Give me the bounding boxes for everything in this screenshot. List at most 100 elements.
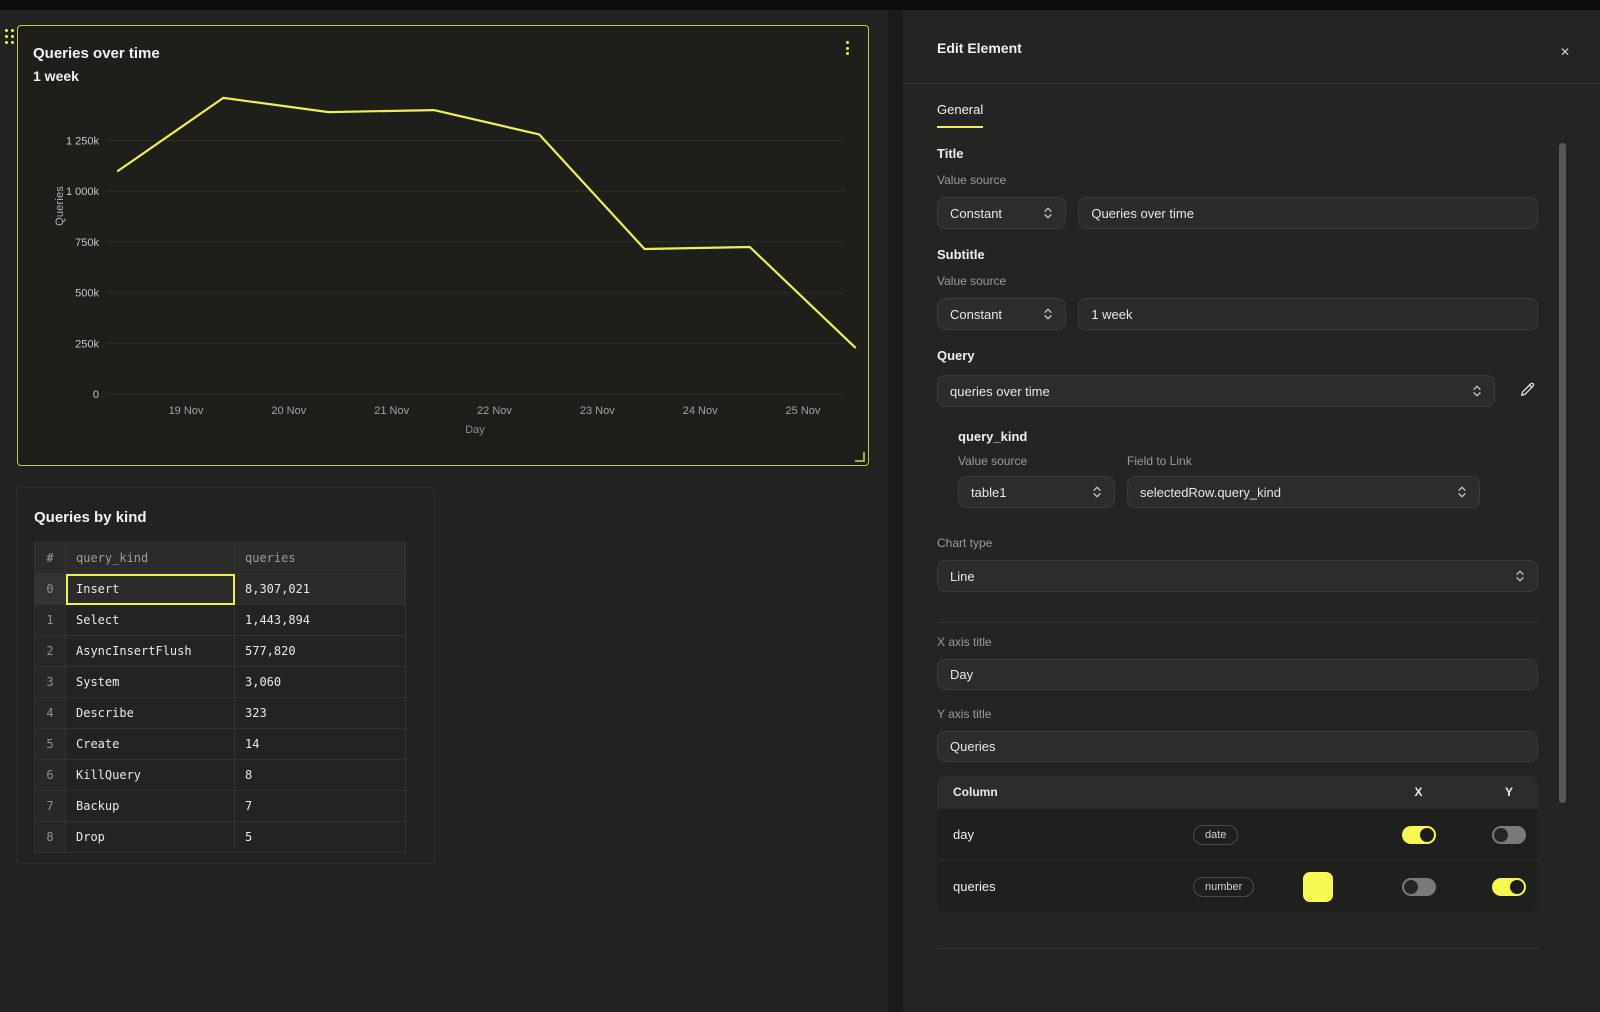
query-kind-cell[interactable]: Create	[65, 728, 235, 760]
row-index-cell[interactable]: 2	[34, 635, 66, 667]
select-chevron-icon	[1044, 308, 1053, 320]
y-axis-title-input[interactable]	[937, 731, 1538, 762]
panel-divider	[888, 10, 903, 1012]
panel-header: Edit Element	[903, 10, 1600, 84]
queries-y-toggle[interactable]	[1492, 877, 1526, 896]
query-kind-cell[interactable]: Insert	[65, 573, 235, 605]
query-kind-cell[interactable]: KillQuery	[65, 759, 235, 791]
queries-cell[interactable]: 577,820	[234, 635, 406, 667]
svg-text:23 Nov: 23 Nov	[580, 405, 615, 417]
tab-general[interactable]: General	[937, 102, 984, 128]
x-axis-title-input[interactable]	[937, 659, 1538, 690]
kind-table-column-header: #	[34, 542, 66, 574]
row-index-cell[interactable]: 8	[34, 821, 66, 853]
row-index-cell[interactable]: 3	[34, 666, 66, 698]
query-kind-cell[interactable]: Drop	[65, 821, 235, 853]
kind-table-row: 8 Drop 5	[34, 821, 406, 853]
field-to-link-select[interactable]: selectedRow.query_kind	[1127, 476, 1480, 508]
row-index-cell[interactable]: 5	[34, 728, 66, 760]
day-y-toggle[interactable]	[1492, 825, 1526, 844]
column-name: queries	[953, 879, 996, 894]
query-kind-cell[interactable]: Backup	[65, 790, 235, 822]
kind-table-row: 6 KillQuery 8	[34, 759, 406, 791]
title-source-select[interactable]: Constant	[937, 197, 1067, 229]
column-row-day: day date	[937, 808, 1538, 860]
kind-table-row: 1 Select 1,443,894	[34, 604, 406, 636]
resize-handle[interactable]	[855, 452, 865, 462]
section-divider	[937, 948, 1538, 949]
svg-text:21 Nov: 21 Nov	[374, 405, 409, 417]
svg-text:24 Nov: 24 Nov	[683, 405, 718, 417]
close-button[interactable]: ✕	[1560, 46, 1570, 58]
query-kind-value-source-label: Value source	[958, 454, 1028, 468]
queries-cell[interactable]: 1,443,894	[234, 604, 406, 636]
chart-card[interactable]: Queries over time 1 week Queries 0 250k 50…	[5, 25, 869, 466]
row-index-cell[interactable]: 7	[34, 790, 66, 822]
section-divider	[937, 622, 1538, 623]
query-kind-source-select[interactable]: table1	[958, 476, 1115, 508]
select-chevron-icon	[1516, 570, 1524, 582]
edit-query-button[interactable]	[1517, 379, 1538, 403]
panel-scrollbar[interactable]	[1559, 143, 1566, 803]
kind-table-row: 5 Create 14	[34, 728, 406, 760]
svg-text:25 Nov: 25 Nov	[786, 405, 821, 417]
close-icon: ✕	[1559, 45, 1570, 59]
panel-title: Edit Element	[937, 40, 1022, 56]
row-index-cell[interactable]: 1	[34, 604, 66, 636]
edit-panel: ✕ Edit Element General Title Value sourc…	[903, 10, 1600, 1012]
queries-cell[interactable]: 5	[234, 821, 406, 853]
queries-cell[interactable]: 8	[234, 759, 406, 791]
svg-text:500k: 500k	[75, 288, 99, 300]
query-kind-cell[interactable]: Describe	[65, 697, 235, 729]
type-badge: number	[1193, 876, 1255, 897]
query-kind-cell[interactable]: System	[65, 666, 235, 698]
row-index-cell[interactable]: 6	[34, 759, 66, 791]
svg-text:22 Nov: 22 Nov	[477, 405, 512, 417]
kind-table-row: 2 AsyncInsertFlush 577,820	[34, 635, 406, 667]
svg-text:750k: 750k	[75, 237, 99, 249]
kind-table-body: 0 Insert 8,307,021 1 Select 1,443,894 2 AsyncIn…	[34, 573, 406, 853]
line-chart-svg: 0 250k 500k 750k 1 000k 1 250k 19 Nov 20 Nov 21 …	[66, 96, 857, 417]
query-section-heading: Query	[937, 348, 975, 363]
select-chevron-icon	[1093, 486, 1101, 498]
queries-cell[interactable]: 14	[234, 728, 406, 760]
subtitle-value-input[interactable]	[1078, 298, 1538, 330]
chart-type-label: Chart type	[937, 536, 993, 550]
svg-text:19 Nov: 19 Nov	[169, 405, 204, 417]
queries-cell[interactable]: 7	[234, 790, 406, 822]
window-top-bar	[0, 0, 1600, 10]
dashboard-canvas: Queries over time 1 week Queries 0 250k 50…	[0, 10, 888, 1012]
svg-text:250k: 250k	[75, 338, 99, 350]
svg-text:1 000k: 1 000k	[66, 186, 100, 198]
title-value-source-label: Value source	[937, 173, 1007, 187]
day-x-toggle[interactable]	[1401, 825, 1436, 844]
title-value-input[interactable]	[1078, 197, 1538, 229]
column-name: day	[953, 827, 974, 842]
queries-cell[interactable]: 3,060	[234, 666, 406, 698]
drag-handle-icon[interactable]	[5, 29, 14, 44]
kind-table-row: 4 Describe 323	[34, 697, 406, 729]
columns-table-header: Column X Y	[937, 776, 1538, 808]
pencil-icon	[1521, 382, 1535, 396]
query-kind-cell[interactable]: AsyncInsertFlush	[65, 635, 235, 667]
field-to-link-label: Field to Link	[1127, 454, 1192, 468]
queries-cell[interactable]: 8,307,021	[234, 573, 406, 605]
row-index-cell[interactable]: 0	[34, 573, 66, 605]
chart-type-select[interactable]: Line	[937, 560, 1538, 592]
chart-subtitle: 1 week	[33, 68, 79, 84]
chart-title: Queries over time	[33, 45, 160, 62]
query-select[interactable]: queries over time	[937, 375, 1495, 407]
subtitle-value-source-label: Value source	[937, 274, 1007, 288]
svg-text:1 250k: 1 250k	[66, 136, 100, 148]
kind-table-card[interactable]: Queries by kind # query_kind queries 0 Inse…	[16, 487, 435, 864]
queries-x-toggle[interactable]	[1401, 877, 1436, 896]
select-chevron-icon	[1458, 486, 1466, 498]
queries-cell[interactable]: 323	[234, 697, 406, 729]
series-color-swatch[interactable]	[1303, 871, 1333, 902]
query-kind-cell[interactable]: Select	[65, 604, 235, 636]
kind-table-head: # query_kind queries	[34, 542, 406, 574]
row-index-cell[interactable]: 4	[34, 697, 66, 729]
chart-menu-button[interactable]	[839, 38, 855, 58]
y-axis-title-label: Y axis title	[937, 707, 992, 721]
subtitle-source-select[interactable]: Constant	[937, 298, 1067, 330]
